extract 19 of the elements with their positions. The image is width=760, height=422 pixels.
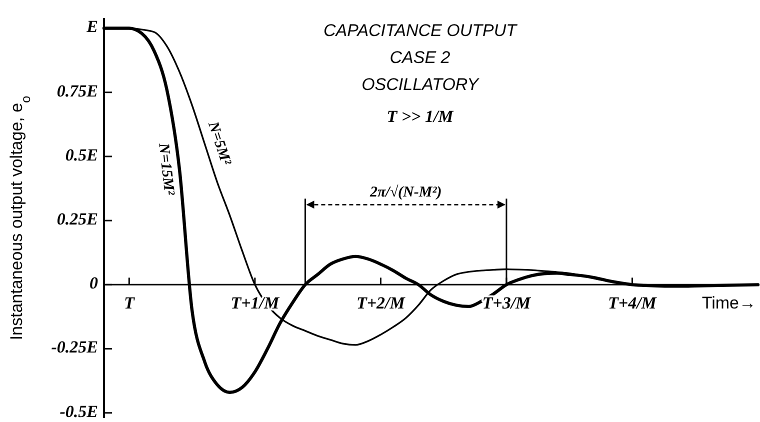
annotation: T >> 1/M [386,107,454,126]
y-tick-label: E [86,17,98,36]
chart-title: CAPACITANCE OUTPUT [324,21,518,40]
x-tick-label: T [124,294,135,313]
y-tick-label: -0.25E [51,338,98,357]
x-tick-label: T+4/M [608,294,658,313]
x-tick-label: T+3/M [482,294,532,313]
y-tick-label: -0.5E [60,402,98,421]
text: N=15M² [155,141,177,197]
y-tick-label: 0.75E [56,81,98,100]
x-tick-label: T+2/M [356,294,406,313]
annotation: 2π/√(N-M²) [368,184,442,201]
y-tick-label: 0 [90,274,98,293]
x-axis-title: Time→ [702,294,756,313]
text: N=5M² [204,118,234,168]
y-tick-label: 0.5E [65,145,98,164]
text: CASE 2 [390,48,451,67]
annotation: OSCILLATORY [362,75,480,94]
y-tick-label: 0.25E [56,209,98,228]
